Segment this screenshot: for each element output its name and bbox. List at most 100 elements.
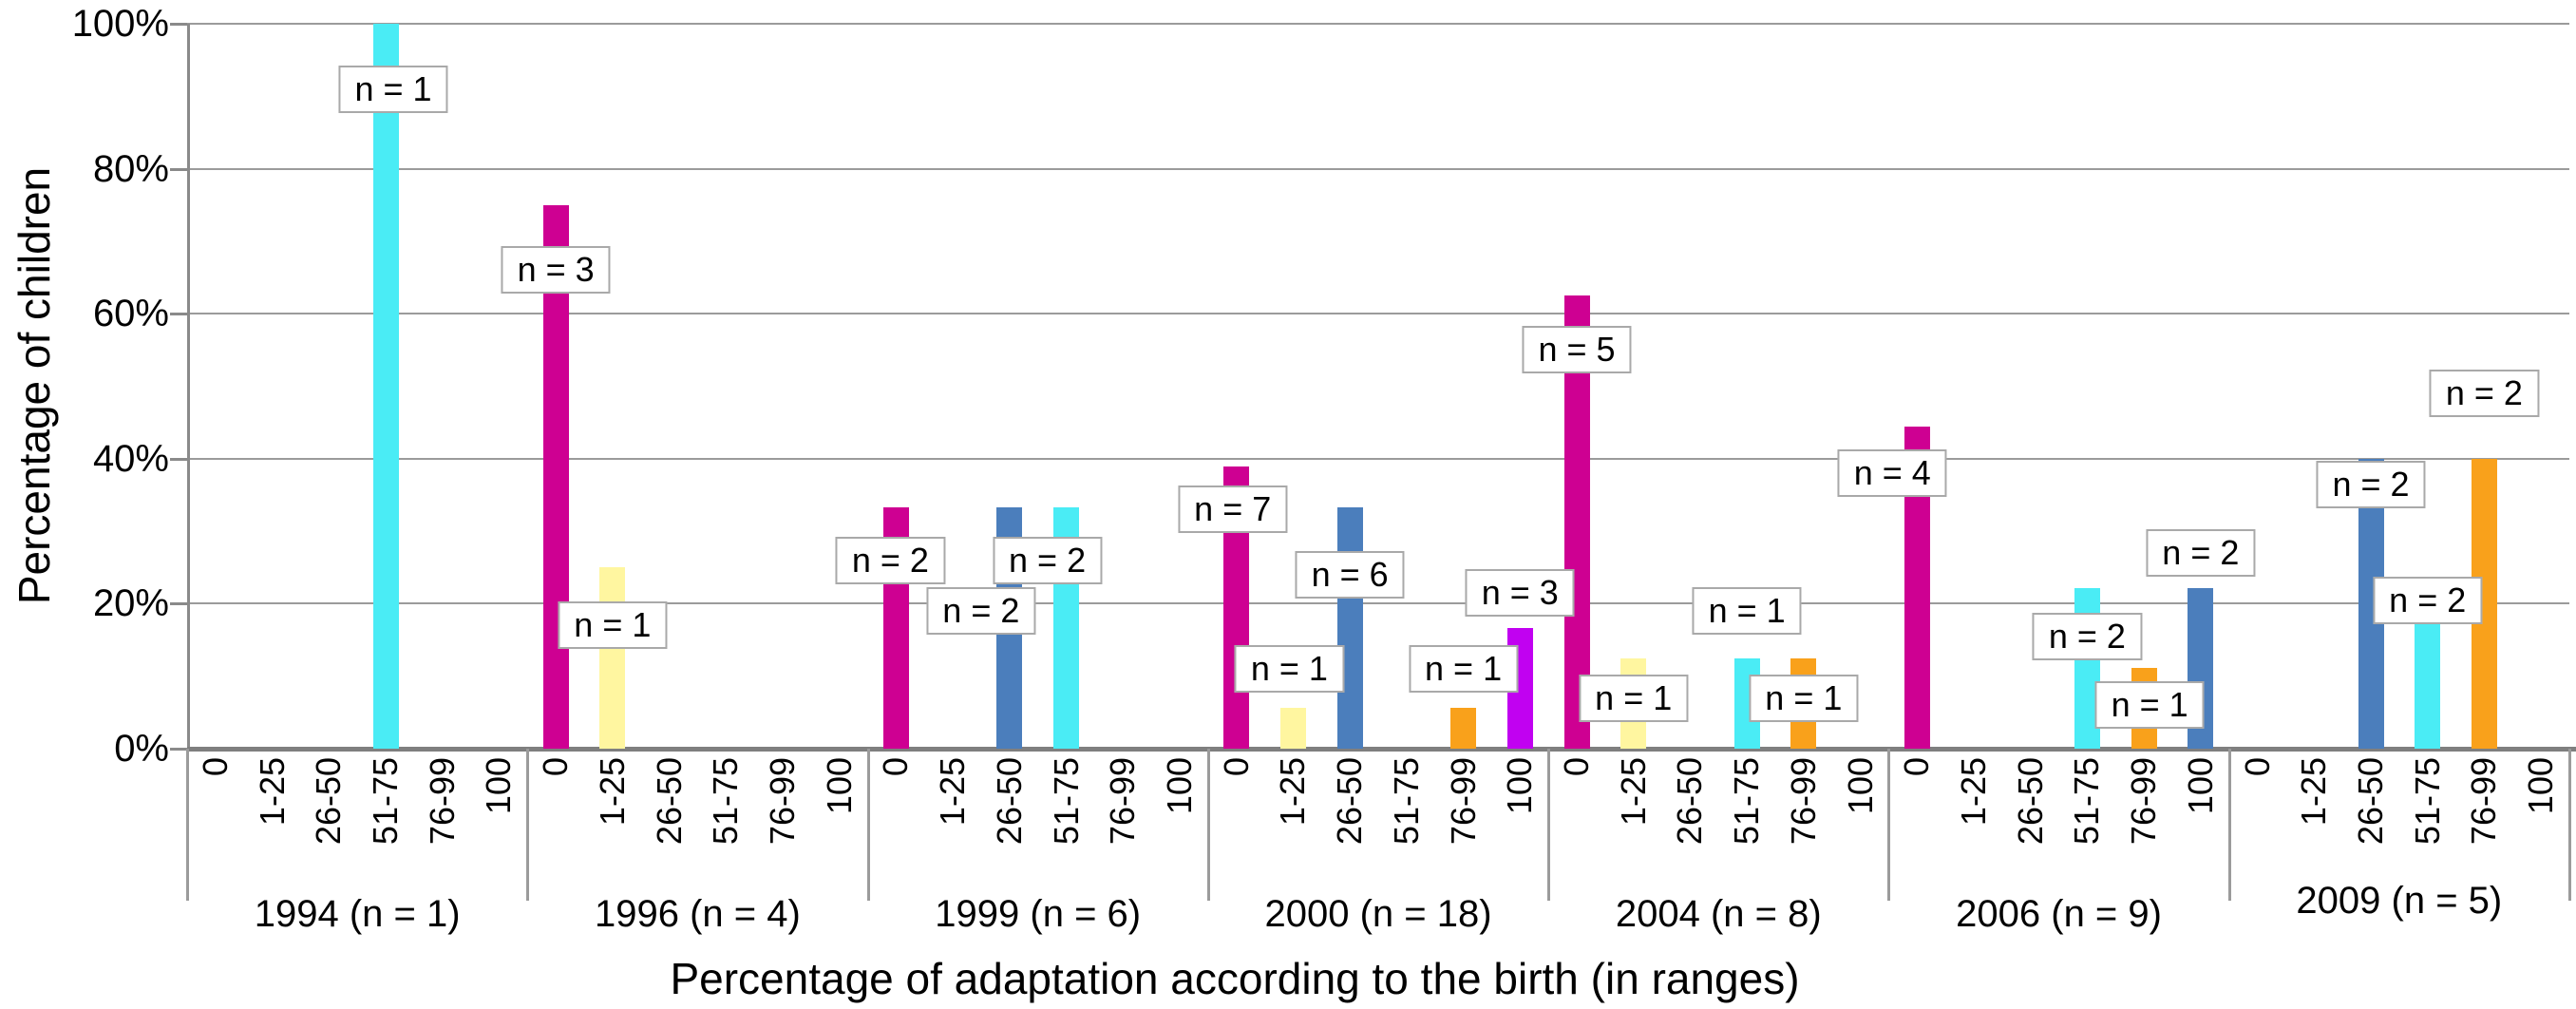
x-tick-label: 76-99 bbox=[2124, 757, 2164, 846]
count-label: n = 2 bbox=[2373, 576, 2483, 624]
count-label: n = 3 bbox=[501, 246, 611, 295]
x-tick-label: 1-25 bbox=[592, 757, 632, 827]
x-tick-label: 0 bbox=[1216, 757, 1256, 777]
x-tick-label: 100 bbox=[2521, 757, 2561, 815]
x-tick-label: 76-99 bbox=[422, 757, 462, 846]
x-tick-label: 51-75 bbox=[2407, 757, 2447, 846]
x-tick-label: 26-50 bbox=[649, 757, 689, 846]
y-tick-mark bbox=[170, 748, 187, 751]
x-tick-label: 51-75 bbox=[1046, 757, 1086, 846]
group-divider bbox=[2568, 749, 2571, 901]
count-label: n = 2 bbox=[2146, 528, 2256, 577]
y-tick-label: 40% bbox=[92, 437, 169, 480]
x-tick-label: 51-75 bbox=[1727, 757, 1767, 846]
group-label: 1999 (n = 6) bbox=[935, 893, 1142, 935]
group-label: 2009 (n = 5) bbox=[2296, 880, 2503, 922]
count-label: n = 2 bbox=[926, 587, 1036, 636]
x-tick-label: 51-75 bbox=[706, 757, 746, 846]
y-tick-label: 80% bbox=[92, 147, 169, 190]
count-label: n = 4 bbox=[1837, 449, 1947, 498]
count-label: n = 1 bbox=[1579, 674, 1689, 722]
y-axis-line bbox=[187, 24, 190, 749]
x-tick-label: 100 bbox=[2180, 757, 2220, 815]
count-label: n = 1 bbox=[1692, 587, 1802, 636]
y-tick-mark bbox=[170, 457, 187, 461]
x-tick-label: 26-50 bbox=[309, 757, 349, 846]
count-label: n = 2 bbox=[993, 536, 1103, 584]
count-label: n = 1 bbox=[2094, 681, 2205, 730]
count-label: n = 2 bbox=[2316, 460, 2426, 508]
bar bbox=[1279, 708, 1306, 749]
x-tick-label: 26-50 bbox=[2351, 757, 2390, 846]
x-tick-label: 0 bbox=[1897, 757, 1937, 777]
x-tick-label: 1-25 bbox=[1954, 757, 1993, 827]
group-divider bbox=[866, 749, 870, 901]
x-axis-line bbox=[187, 747, 2576, 752]
y-tick-label: 60% bbox=[92, 293, 169, 335]
x-tick-label: 0 bbox=[2237, 757, 2277, 777]
x-tick-label: 76-99 bbox=[1783, 757, 1823, 846]
x-tick-label: 76-99 bbox=[763, 757, 802, 846]
x-tick-label: 100 bbox=[819, 757, 859, 815]
x-tick-label: 0 bbox=[195, 757, 235, 777]
x-tick-label: 0 bbox=[1557, 757, 1596, 777]
y-tick-mark bbox=[170, 313, 187, 316]
x-tick-label: 0 bbox=[536, 757, 576, 777]
x-tick-label: 26-50 bbox=[1670, 757, 1710, 846]
count-label: n = 5 bbox=[1522, 326, 1632, 374]
x-tick-label: 100 bbox=[1500, 757, 1540, 815]
count-label: n = 7 bbox=[1178, 485, 1288, 534]
x-tick-label: 76-99 bbox=[1443, 757, 1483, 846]
group-label: 2000 (n = 18) bbox=[1264, 893, 1492, 935]
x-tick-label: 100 bbox=[1160, 757, 1199, 815]
x-tick-label: 26-50 bbox=[1330, 757, 1370, 846]
y-tick-label: 20% bbox=[92, 582, 169, 625]
bar bbox=[1450, 708, 1477, 749]
count-label: n = 1 bbox=[558, 601, 668, 650]
group-divider bbox=[1206, 749, 1210, 901]
x-tick-label: 1-25 bbox=[2294, 757, 2334, 827]
x-tick-label: 0 bbox=[876, 757, 916, 777]
x-tick-label: 1-25 bbox=[252, 757, 292, 827]
x-tick-label: 100 bbox=[479, 757, 519, 815]
bar bbox=[1336, 506, 1363, 749]
y-axis-title: Percentage of children bbox=[9, 166, 59, 605]
count-label: n = 6 bbox=[1295, 550, 1405, 599]
bar bbox=[542, 204, 569, 749]
x-axis-title: Percentage of adaptation according to th… bbox=[670, 954, 1800, 1003]
group-divider bbox=[1547, 749, 1551, 901]
gridline bbox=[187, 602, 2569, 605]
x-tick-label: 26-50 bbox=[2010, 757, 2050, 846]
count-label: n = 1 bbox=[338, 65, 448, 113]
y-tick-mark bbox=[170, 23, 187, 26]
group-label: 1994 (n = 1) bbox=[254, 893, 461, 935]
x-tick-label: 51-75 bbox=[1386, 757, 1426, 846]
y-tick-label: 0% bbox=[114, 728, 169, 770]
gridline bbox=[187, 313, 2569, 315]
x-tick-label: 51-75 bbox=[366, 757, 405, 846]
group-divider bbox=[2227, 749, 2231, 901]
x-tick-label: 76-99 bbox=[2464, 757, 2504, 846]
x-tick-label: 100 bbox=[1840, 757, 1880, 815]
group-divider bbox=[186, 749, 189, 901]
count-label: n = 1 bbox=[1749, 674, 1859, 722]
group-label: 2006 (n = 9) bbox=[1956, 893, 2162, 935]
count-label: n = 2 bbox=[2032, 612, 2142, 660]
x-tick-label: 1-25 bbox=[1613, 757, 1653, 827]
gridline bbox=[187, 457, 2569, 460]
y-tick-mark bbox=[170, 602, 187, 606]
x-tick-label: 1-25 bbox=[933, 757, 973, 827]
x-tick-label: 76-99 bbox=[1103, 757, 1143, 846]
x-tick-label: 26-50 bbox=[989, 757, 1029, 846]
x-tick-label: 1-25 bbox=[1273, 757, 1313, 827]
count-label: n = 1 bbox=[1409, 645, 1519, 694]
bar bbox=[372, 24, 399, 749]
gridline bbox=[187, 167, 2569, 170]
x-tick-label: 51-75 bbox=[2067, 757, 2107, 846]
group-label: 1996 (n = 4) bbox=[595, 893, 801, 935]
group-divider bbox=[1887, 749, 1891, 901]
y-tick-label: 100% bbox=[71, 3, 169, 45]
group-divider bbox=[526, 749, 530, 901]
bar bbox=[2415, 603, 2441, 749]
